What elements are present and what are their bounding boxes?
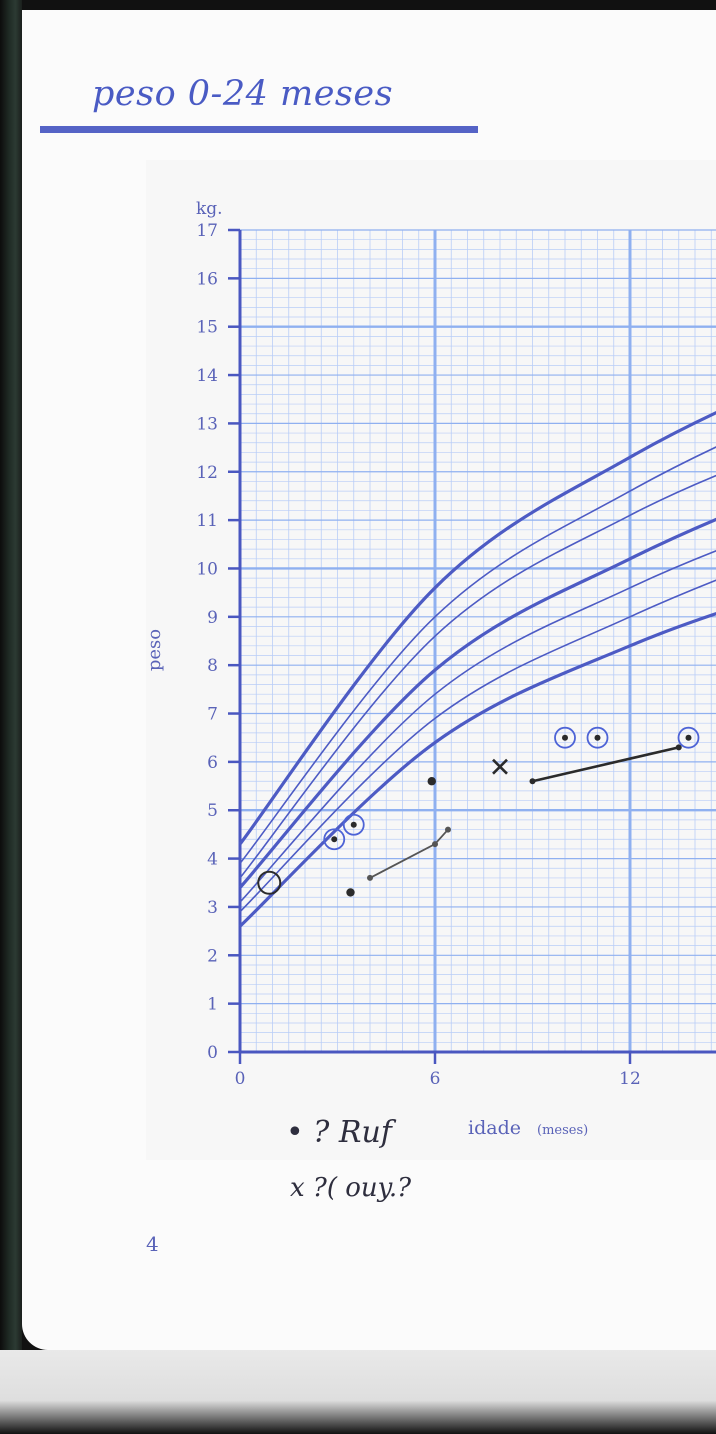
mark-circle [257,870,282,895]
y-tick-label: 1 [207,995,218,1015]
handwritten-marks [257,726,700,897]
mark-cross [492,758,508,775]
y-tick-label: 5 [207,801,218,821]
weight-for-age-chart: 01234567891011121314151617061218 kg. pes… [144,199,716,1203]
y-tick-label: 6 [207,753,218,773]
reference-curve [239,579,716,913]
y-tick-label: 15 [196,318,218,338]
mark-circle-dot [342,813,365,836]
mark-circle-dot-center [350,821,357,828]
patient-series-point [529,778,536,785]
y-tick-label: 10 [196,559,218,579]
page-title: peso 0-24 meses [92,74,394,114]
patient-series-point [445,826,451,833]
mark-circle-dot [586,726,609,749]
y-tick-label: 2 [207,946,218,966]
mark-circle-dot [554,726,576,749]
axis-labels: kg. peso idade (meses) [144,199,588,1139]
mark-circle-dot-center [685,734,692,741]
x-tick-label: 12 [619,1069,641,1089]
x-axis-title: idade [468,1117,521,1139]
title-underline [40,126,478,133]
page-binding-edge [0,0,22,1434]
patient-series-line [532,746,680,783]
reference-curve [239,474,716,879]
y-tick-label: 12 [196,463,218,483]
patient-series-point [675,744,682,751]
mark-circle-dot [677,726,700,749]
patient-series-point [432,841,438,848]
reference-curve [238,517,716,889]
y-tick-label: 3 [207,898,218,918]
mark-circle-dot-center [562,734,568,741]
minor-grid [240,230,716,1052]
y-tick-label: 17 [196,221,218,241]
patient-plots [367,744,682,881]
y-tick-label: 16 [196,269,218,289]
x-axis-unit: (meses) [537,1123,588,1138]
reference-curve [238,612,716,928]
chart-axes: 01234567891011121314151617061218 [196,221,716,1089]
reference-curve [238,411,716,846]
mark-circle-dot [323,828,346,851]
y-axis-title: peso [144,629,165,671]
x-tick-label: 0 [235,1069,246,1089]
reference-curve [239,550,716,903]
x-tick-label: 6 [430,1069,441,1089]
y-tick-label: 11 [196,511,218,531]
scan-background [0,1350,716,1434]
patient-series-point [367,874,373,881]
legend-cross-note: x ?( ouy.? [290,1173,412,1203]
handwritten-legend: • ? Ruf x ?( ouy.? [286,1115,412,1203]
y-tick-label: 0 [207,1043,218,1063]
reference-curve [239,446,716,864]
y-axis-unit: kg. [196,199,223,219]
mark-dot [427,777,436,786]
y-tick-label: 9 [207,608,218,628]
mark-circle-dot-center [594,734,601,741]
reference-curves [238,411,716,928]
y-tick-label: 14 [196,366,218,386]
y-tick-label: 8 [207,656,218,676]
y-tick-label: 13 [196,414,218,434]
y-tick-label: 7 [207,705,218,725]
y-tick-label: 4 [207,850,218,870]
mark-circle-dot-center [331,836,338,843]
page-number: 4 [146,1232,159,1256]
mark-dot [346,888,355,897]
legend-dot-note: • ? Ruf [286,1115,397,1150]
